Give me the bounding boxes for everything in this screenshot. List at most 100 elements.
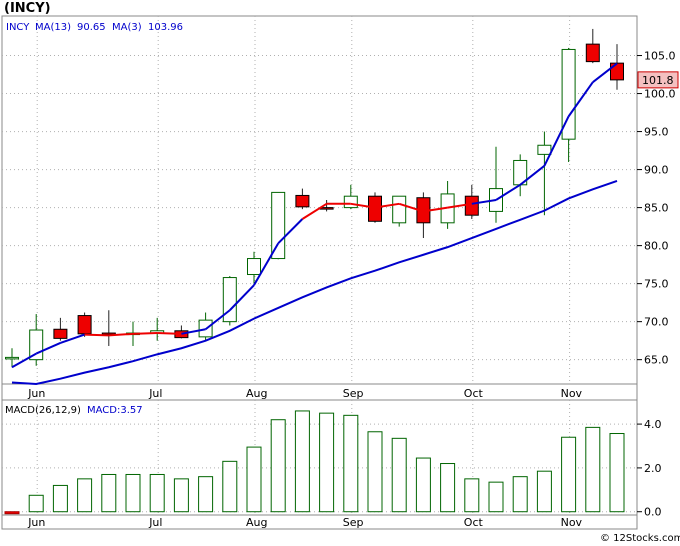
last-price-text: 101.8: [642, 74, 674, 87]
price-legend: INCY MA(13) 90.65 MA(3) 103.96: [6, 22, 183, 33]
macd-value-label: MACD:3.57: [87, 405, 143, 416]
macd-bar: [391, 437, 407, 513]
macd-y-tick-label: 2.0: [644, 462, 662, 475]
price-x-tick-label: Sep: [343, 387, 364, 400]
macd-bar: [125, 473, 141, 513]
ma3-segment: [253, 242, 280, 286]
macd-x-tick-label: Aug: [246, 516, 267, 529]
candle-up: [5, 356, 19, 360]
candle-down: [77, 315, 92, 335]
candle-down: [464, 195, 479, 216]
chart-title: (INCY): [4, 1, 51, 16]
ma3-segment: [277, 218, 304, 245]
macd-bar: [294, 410, 310, 513]
macd-bar: [173, 478, 189, 513]
ma3-segment: [447, 202, 472, 209]
price-y-tick-label: 75.0: [644, 278, 669, 291]
ma3-segment: [229, 284, 255, 311]
macd-bar: [512, 476, 528, 513]
legend-ma3-label: MA(3): [112, 22, 142, 33]
legend-ma13-label: MA(13): [35, 22, 71, 33]
ma3-segment: [132, 332, 158, 335]
ma3-segment: [398, 202, 424, 213]
candle-up: [537, 144, 552, 155]
macd-bar: [536, 470, 552, 513]
ma-lines: [11, 62, 618, 386]
price-y-tick-label: 105.0: [644, 50, 676, 63]
last-price-marker: 101.8: [637, 71, 679, 89]
macd-bar: [28, 494, 44, 513]
macd-x-tick-label: Jul: [148, 516, 162, 529]
price-y-tick-label: 85.0: [644, 202, 669, 215]
candle-down: [368, 195, 382, 222]
macd-bar: [440, 463, 456, 513]
price-y-tick-label: 95.0: [644, 126, 669, 139]
macd-bar: [4, 511, 20, 515]
ma3-segment: [181, 328, 206, 335]
macd-bar: [149, 473, 165, 513]
macd-bar: [561, 436, 577, 513]
ma3-segment: [301, 202, 328, 220]
macd-x-tick-label: Nov: [561, 516, 583, 529]
ma3-segment: [495, 183, 521, 201]
macd-bar: [343, 414, 359, 513]
last-price-box: [637, 71, 679, 89]
price-x-tick-label: Jun: [27, 387, 45, 400]
ma3-segment: [204, 309, 231, 331]
macd-bar: [415, 457, 431, 513]
ma3-segment: [60, 333, 85, 344]
candle-up: [271, 191, 286, 260]
ma13-line: [11, 180, 618, 386]
watermark: © 12Stocks.com: [600, 533, 680, 544]
macd-y-tick-label: 4.0: [644, 418, 662, 431]
price-y-tick-label: 100.0: [644, 88, 676, 101]
candle-down: [585, 43, 600, 63]
price-y-tick-label: 65.0: [644, 354, 669, 367]
macd-legend: MACD(26,12,9) MACD:3.57: [5, 405, 143, 416]
ma3-segment: [108, 332, 134, 337]
macd-x-tick-label: Sep: [343, 516, 364, 529]
price-y-tick-labels: 105.0 100.0 95.0 90.0 85.0 80.0 75.0 70.0 65.0: [637, 50, 676, 367]
macd-y-tick-labels: 4.0 2.0 0.0: [637, 418, 662, 519]
price-y-tick-label: 70.0: [644, 316, 669, 329]
macd-bar: [77, 478, 93, 513]
macd-bar: [222, 460, 238, 513]
macd-bar: [52, 484, 68, 513]
candle-up: [222, 277, 237, 323]
price-y-tick-label: 90.0: [644, 164, 669, 177]
macd-bar: [609, 433, 625, 513]
macd-bar: [246, 446, 262, 513]
ma3-segment: [423, 206, 448, 213]
macd-x-tick-label: Jun: [27, 516, 45, 529]
ma3-segment: [471, 199, 497, 205]
macd-bar: [367, 431, 383, 513]
ma3-segment: [157, 332, 182, 335]
ma3-segment: [374, 202, 400, 209]
price-x-tick-label: Oct: [464, 387, 484, 400]
ma3-segment: [519, 164, 546, 186]
macd-bar: [464, 478, 480, 513]
macd-bar: [101, 473, 117, 513]
price-x-tick-label: Nov: [561, 387, 583, 400]
ma3-segment: [567, 81, 594, 117]
candle-up: [561, 48, 576, 140]
macd-params-label: MACD(26,12,9): [5, 405, 81, 416]
legend-ma3-value: 103.96: [148, 22, 183, 33]
x-tick-labels: Jun Jun Jul Jul Aug Aug Sep Sep Oct Oct Nov Nov: [27, 387, 582, 529]
macd-xaxis-band: [1, 514, 638, 530]
candle-up: [343, 195, 358, 209]
macd-bars: [4, 410, 625, 515]
price-panel-frame: [1, 15, 638, 385]
price-xaxis-band: [1, 383, 638, 401]
macd-y-tick-label: 0.0: [644, 506, 662, 519]
legend-ma13-value: 90.65: [77, 22, 106, 33]
price-x-tick-label: Jul: [148, 387, 162, 400]
candle-down: [295, 194, 310, 208]
candle-down: [53, 328, 68, 339]
ma3-segment: [350, 202, 376, 209]
ma3-segment: [543, 115, 570, 167]
legend-ticker: INCY: [6, 22, 30, 33]
macd-bar: [319, 412, 335, 513]
